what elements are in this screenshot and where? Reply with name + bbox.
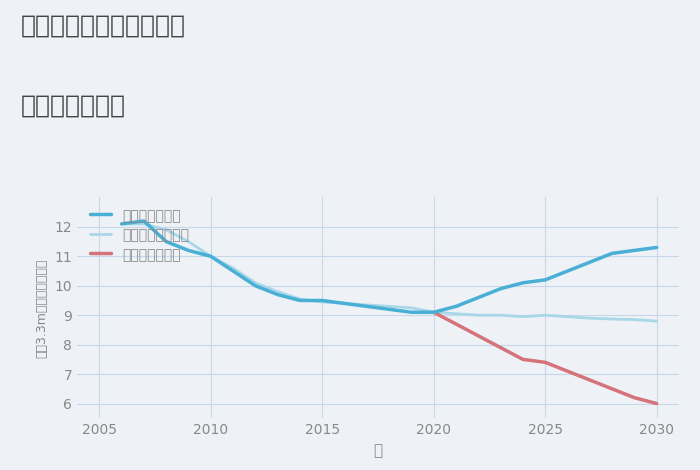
ノーマルシナリオ	[340, 301, 349, 306]
ノーマルシナリオ	[318, 299, 326, 305]
ノーマルシナリオ	[251, 280, 260, 286]
グッドシナリオ	[608, 251, 616, 256]
ノーマルシナリオ	[229, 265, 237, 271]
ノーマルシナリオ	[541, 313, 550, 318]
グッドシナリオ	[519, 280, 527, 286]
Text: 土地の価格推移: 土地の価格推移	[21, 94, 126, 118]
バッドシナリオ	[519, 357, 527, 362]
グッドシナリオ	[162, 239, 170, 244]
ノーマルシナリオ	[206, 253, 215, 259]
グッドシナリオ	[229, 268, 237, 274]
ノーマルシナリオ	[496, 313, 505, 318]
グッドシナリオ	[564, 268, 572, 274]
ノーマルシナリオ	[652, 318, 661, 324]
グッドシナリオ	[251, 283, 260, 289]
グッドシナリオ	[363, 304, 371, 309]
バッドシナリオ	[452, 321, 460, 327]
グッドシナリオ	[652, 245, 661, 251]
グッドシナリオ	[118, 221, 126, 227]
Line: ノーマルシナリオ: ノーマルシナリオ	[122, 224, 657, 321]
グッドシナリオ	[184, 248, 192, 253]
グッドシナリオ	[385, 306, 393, 312]
グッドシナリオ	[430, 309, 438, 315]
X-axis label: 年: 年	[373, 443, 383, 458]
ノーマルシナリオ	[407, 305, 416, 311]
バッドシナリオ	[630, 395, 638, 400]
ノーマルシナリオ	[184, 239, 192, 244]
バッドシナリオ	[586, 377, 594, 383]
ノーマルシナリオ	[430, 309, 438, 315]
ノーマルシナリオ	[608, 316, 616, 322]
バッドシナリオ	[496, 345, 505, 351]
グッドシナリオ	[274, 292, 282, 298]
ノーマルシナリオ	[162, 227, 170, 233]
Text: 三重県津市一志町井生の: 三重県津市一志町井生の	[21, 14, 186, 38]
バッドシナリオ	[430, 309, 438, 315]
グッドシナリオ	[407, 309, 416, 315]
Y-axis label: 坪（3.3m）単価（万円）: 坪（3.3m）単価（万円）	[36, 258, 49, 358]
バッドシナリオ	[652, 401, 661, 407]
グッドシナリオ	[452, 304, 460, 309]
ノーマルシナリオ	[474, 313, 482, 318]
バッドシナリオ	[564, 368, 572, 374]
バッドシナリオ	[541, 360, 550, 365]
Line: グッドシナリオ: グッドシナリオ	[122, 221, 657, 312]
グッドシナリオ	[541, 277, 550, 282]
ノーマルシナリオ	[296, 296, 304, 302]
グッドシナリオ	[206, 253, 215, 259]
ノーマルシナリオ	[630, 317, 638, 322]
ノーマルシナリオ	[363, 302, 371, 308]
Legend: グッドシナリオ, ノーマルシナリオ, バッドシナリオ: グッドシナリオ, ノーマルシナリオ, バッドシナリオ	[90, 209, 189, 262]
ノーマルシナリオ	[140, 221, 148, 227]
ノーマルシナリオ	[564, 314, 572, 320]
バッドシナリオ	[474, 333, 482, 339]
グッドシナリオ	[630, 248, 638, 253]
ノーマルシナリオ	[519, 314, 527, 320]
ノーマルシナリオ	[452, 311, 460, 317]
ノーマルシナリオ	[586, 315, 594, 321]
ノーマルシナリオ	[274, 289, 282, 295]
グッドシナリオ	[318, 298, 326, 303]
グッドシナリオ	[296, 298, 304, 303]
Line: バッドシナリオ: バッドシナリオ	[434, 312, 657, 404]
グッドシナリオ	[340, 301, 349, 306]
グッドシナリオ	[474, 295, 482, 300]
ノーマルシナリオ	[385, 304, 393, 309]
グッドシナリオ	[496, 286, 505, 291]
ノーマルシナリオ	[118, 221, 126, 227]
グッドシナリオ	[586, 259, 594, 265]
バッドシナリオ	[608, 386, 616, 392]
グッドシナリオ	[140, 218, 148, 224]
